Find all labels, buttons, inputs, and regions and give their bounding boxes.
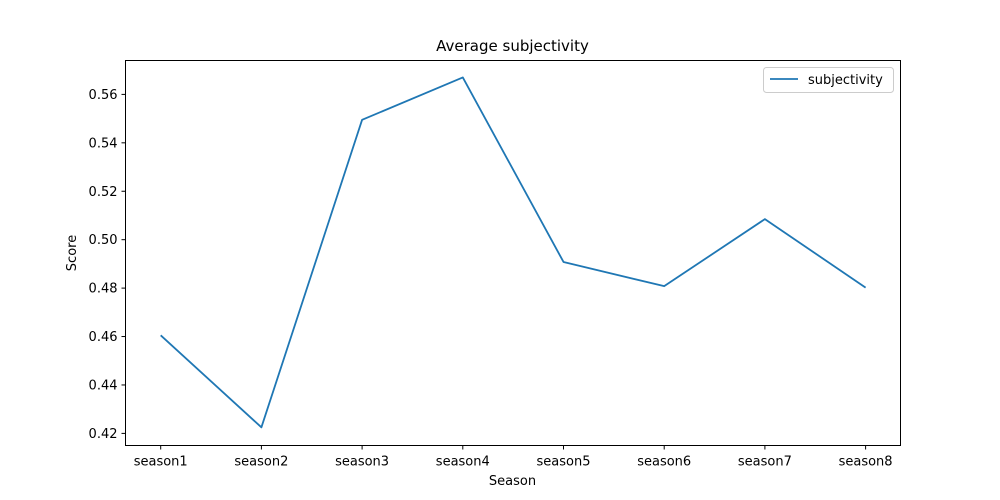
y-tick-label: 0.52 [89,185,118,200]
legend-label: subjectivity [808,73,883,88]
plot-frame [125,60,901,446]
y-tick-label: 0.54 [89,136,118,151]
x-tick-label: season1 [134,455,188,470]
x-axis-ticks: season1 season2 season3 season4 season5 seaso… [134,445,893,470]
x-tick-label: season5 [537,455,591,470]
x-axis-title: Season [489,474,536,489]
y-tick-label: 0.56 [89,88,118,103]
series-layer [160,76,867,429]
y-axis-title: Score [65,235,80,271]
x-tick-label: season3 [335,455,389,470]
x-tick-label: season6 [637,455,691,470]
y-tick-label: 0.42 [89,427,118,442]
y-tick-label: 0.46 [89,330,118,345]
series-line-subjectivity [160,76,867,429]
x-tick-label: season8 [839,455,893,470]
x-tick-label: season7 [738,455,792,470]
chart-title: Average subjectivity [436,37,589,55]
legend-box [763,67,894,93]
y-tick-label: 0.44 [89,378,118,393]
legend: subjectivity [763,67,894,93]
y-axis-ticks: 0.42 0.44 0.46 0.48 0.50 0.52 0.54 0.56 [89,88,126,442]
x-tick-label: season4 [436,455,490,470]
x-tick-label: season2 [234,455,288,470]
y-tick-label: 0.48 [89,282,118,297]
y-tick-label: 0.50 [89,233,118,248]
